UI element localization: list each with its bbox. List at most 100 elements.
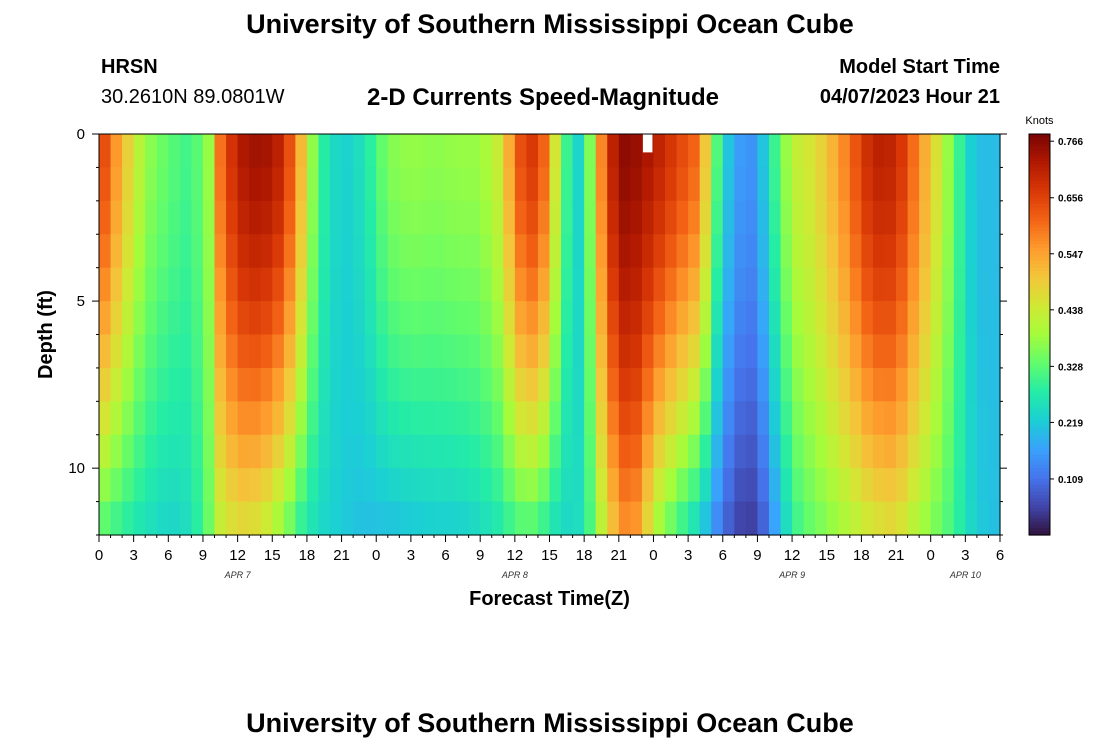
heatmap-cell <box>722 134 735 169</box>
colorbar-segment <box>1029 291 1050 295</box>
heatmap-cell <box>260 334 273 369</box>
heatmap-cell <box>688 401 701 436</box>
heatmap-cell <box>283 167 296 202</box>
x-tick-label: 15 <box>818 547 835 564</box>
heatmap-cell <box>537 267 551 302</box>
heatmap-cell <box>849 301 862 336</box>
heatmap-cell <box>306 301 320 336</box>
heatmap-cell <box>826 468 839 503</box>
colorbar-segment <box>1029 494 1050 499</box>
date-label: APR 10 <box>949 570 981 580</box>
heatmap-cell <box>318 434 331 469</box>
heatmap-cell <box>561 401 574 436</box>
heatmap-cell <box>688 267 701 302</box>
x-tick-label: 6 <box>719 547 727 564</box>
x-tick-label: 6 <box>164 547 172 564</box>
heatmap-cell <box>838 267 851 302</box>
product-name: 2-D Currents Speed-Magnitude <box>367 84 720 111</box>
colorbar-segment <box>1029 164 1050 169</box>
heatmap-cell <box>353 501 366 536</box>
heatmap-cell <box>514 234 527 269</box>
heatmap-cell <box>607 301 620 336</box>
heatmap-cell <box>214 434 227 469</box>
heatmap-cell <box>260 301 273 336</box>
heatmap-cell <box>353 367 366 402</box>
heatmap-cell <box>191 301 204 336</box>
heatmap-cell <box>849 234 862 269</box>
heatmap-cell <box>792 334 805 369</box>
heatmap-cell <box>480 401 493 436</box>
heatmap-cell <box>607 401 620 436</box>
heatmap-cell <box>422 167 435 202</box>
heatmap-cell <box>537 367 551 402</box>
heatmap-cell <box>734 367 747 402</box>
colorbar-segment <box>1029 498 1050 503</box>
colorbar-segment <box>1029 284 1050 289</box>
heatmap-cell <box>757 367 770 402</box>
heatmap-cell <box>422 301 435 336</box>
colorbar-segment <box>1029 157 1050 162</box>
heatmap-cell <box>896 267 909 302</box>
heatmap-cell <box>295 200 308 235</box>
heatmap-cell <box>283 401 296 436</box>
heatmap-cell <box>110 200 123 235</box>
heatmap-cell <box>942 334 955 369</box>
heatmap-cell <box>433 167 447 202</box>
heatmap-cell <box>491 301 504 336</box>
heatmap-cell <box>630 501 643 536</box>
heatmap-cell <box>896 134 909 169</box>
heatmap-cell <box>630 401 643 436</box>
heatmap-cell <box>907 301 920 336</box>
colorbar-segment <box>1029 297 1050 302</box>
heatmap-cell <box>861 267 874 302</box>
heatmap-cell <box>399 301 412 336</box>
heatmap-cell <box>457 267 470 302</box>
heatmap-cell <box>399 434 412 469</box>
heatmap-cell <box>191 501 204 536</box>
heatmap-cell <box>295 167 308 202</box>
heatmap-cell <box>260 434 273 469</box>
heatmap-cell <box>953 401 966 436</box>
heatmap-cell <box>688 434 701 469</box>
heatmap-cell <box>341 267 354 302</box>
colorbar-segment <box>1029 391 1050 396</box>
heatmap-cell <box>457 367 470 402</box>
heatmap-cell <box>457 167 470 202</box>
colorbar-segment <box>1029 134 1050 138</box>
y-axis-label: Depth (ft) <box>35 290 57 379</box>
heatmap-cell <box>191 334 204 369</box>
heatmap-cell <box>99 134 112 169</box>
colorbar-segment <box>1029 401 1050 406</box>
colorbar-tick-label: 0.656 <box>1058 194 1083 205</box>
heatmap-cell <box>491 167 504 202</box>
heatmap-cell <box>965 234 978 269</box>
heatmap-cell <box>780 468 793 503</box>
colorbar-segment <box>1029 274 1050 279</box>
heatmap-cell <box>780 167 793 202</box>
x-tick-label: 12 <box>229 547 246 564</box>
heatmap-cell <box>838 501 851 536</box>
colorbar-segment <box>1029 458 1050 463</box>
heatmap-cell <box>122 468 135 503</box>
x-tick-label: 0 <box>372 547 380 564</box>
heatmap-cell <box>641 468 655 503</box>
heatmap-cell <box>422 200 435 235</box>
heatmap-cell <box>202 167 216 202</box>
heatmap-cell <box>387 200 400 235</box>
heatmap-cell <box>537 200 551 235</box>
heatmap-cell <box>641 267 655 302</box>
heatmap-cell <box>607 200 620 235</box>
colorbar-segment <box>1029 250 1050 255</box>
x-tick-label: 15 <box>541 547 558 564</box>
heatmap-cell <box>433 234 447 269</box>
heatmap-cell <box>202 301 216 336</box>
heatmap-cell <box>607 334 620 369</box>
heatmap-cell <box>168 301 181 336</box>
heatmap-cell <box>907 501 920 536</box>
heatmap-cell <box>306 501 320 536</box>
x-tick-label: 21 <box>610 547 627 564</box>
heatmap-cell <box>665 401 678 436</box>
heatmap-cell <box>618 468 631 503</box>
heatmap-cell <box>179 434 193 469</box>
heatmap-cell <box>549 267 562 302</box>
